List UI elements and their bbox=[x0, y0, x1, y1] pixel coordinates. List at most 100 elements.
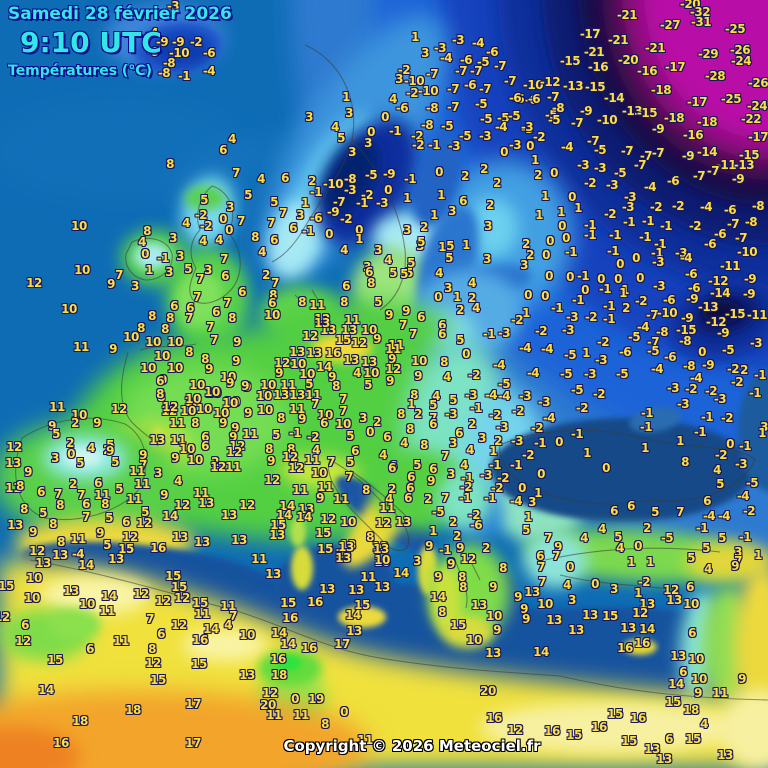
temp-label: 5 bbox=[407, 257, 415, 269]
temp-label: 2 bbox=[461, 170, 469, 182]
temp-label: 8 bbox=[332, 380, 340, 392]
temp-label: 7 bbox=[193, 291, 201, 303]
temp-label: 11 bbox=[266, 709, 282, 721]
temp-label: -2 bbox=[585, 311, 598, 323]
temp-label: 11 bbox=[280, 379, 296, 391]
temp-label: 13 bbox=[666, 594, 682, 606]
temp-label: 3 bbox=[364, 137, 372, 149]
temp-label: 15 bbox=[354, 599, 370, 611]
temp-label: 3 bbox=[568, 594, 576, 606]
temp-label: -20 bbox=[680, 0, 701, 10]
temp-label: -12 bbox=[706, 316, 727, 328]
temp-label: 10 bbox=[299, 368, 315, 380]
temp-label: 8 bbox=[56, 499, 64, 511]
temp-label: 3 bbox=[520, 259, 528, 271]
temp-label: 4 bbox=[174, 475, 182, 487]
temp-label: 15 bbox=[118, 543, 134, 555]
temp-label: 3 bbox=[448, 205, 456, 217]
temp-label: -1 bbox=[609, 229, 622, 241]
temp-label: 9 bbox=[694, 687, 702, 699]
temp-label: -2 bbox=[743, 505, 756, 517]
temp-label: 13 bbox=[340, 539, 356, 551]
temp-label: -3 bbox=[496, 421, 509, 433]
temp-label: 0 bbox=[558, 220, 566, 232]
temp-label: 3 bbox=[363, 261, 371, 273]
temp-label: 4 bbox=[353, 367, 361, 379]
temp-label: 2 bbox=[522, 238, 530, 250]
temp-label: -8 bbox=[552, 102, 565, 114]
temp-label: -9 bbox=[327, 206, 340, 218]
temp-label: 10 bbox=[260, 379, 276, 391]
temp-label: 6 bbox=[429, 463, 437, 475]
temp-label: 19 bbox=[308, 693, 324, 705]
temp-label: 5 bbox=[105, 512, 113, 524]
temp-label: 3 bbox=[760, 421, 768, 433]
temp-label: 8 bbox=[57, 536, 65, 548]
temp-label: 5 bbox=[389, 267, 397, 279]
temp-label: 11 bbox=[113, 635, 129, 647]
temp-label: -8 bbox=[745, 216, 758, 228]
temp-label: 13 bbox=[298, 503, 314, 515]
temp-label: 8 bbox=[438, 606, 446, 618]
temp-label: 14 bbox=[279, 500, 295, 512]
temp-label: 6 bbox=[21, 619, 29, 631]
temp-label: 4 bbox=[580, 532, 588, 544]
temp-label: 1 bbox=[582, 347, 590, 359]
temp-label: -22 bbox=[741, 113, 762, 125]
temp-label: 8 bbox=[397, 408, 405, 420]
temp-label: 0 bbox=[634, 540, 642, 552]
temp-label: 14 bbox=[345, 609, 361, 621]
temp-label: -3 bbox=[465, 389, 478, 401]
temp-label: -8 bbox=[656, 326, 669, 338]
temp-label: 6 bbox=[438, 319, 446, 331]
temp-label: 11 bbox=[126, 493, 142, 505]
temp-label: -6 bbox=[486, 46, 499, 58]
temp-label: 2 bbox=[534, 169, 542, 181]
temp-label: 13 bbox=[335, 552, 351, 564]
temp-label: 9 bbox=[425, 540, 433, 552]
temp-label: 5 bbox=[364, 379, 372, 391]
temp-label: 8 bbox=[251, 231, 259, 243]
iceland-zone bbox=[105, 4, 225, 75]
temp-label: 8 bbox=[287, 443, 295, 455]
temp-label: 0 bbox=[597, 273, 605, 285]
temp-label: 16 bbox=[270, 653, 286, 665]
temp-label: 15 bbox=[665, 696, 681, 708]
temp-label: 9 bbox=[226, 377, 234, 389]
temp-label: -6 bbox=[685, 268, 698, 280]
temp-label: 6 bbox=[455, 427, 463, 439]
temp-label: -2 bbox=[731, 376, 744, 388]
temp-label: 8 bbox=[499, 562, 507, 574]
temp-label: 13 bbox=[231, 534, 247, 546]
temp-label: 1 bbox=[462, 239, 470, 251]
temp-label: 11 bbox=[304, 454, 320, 466]
temp-label: -5 bbox=[746, 477, 759, 489]
date-label: Samedi 28 février 2026 bbox=[8, 4, 232, 24]
temp-label: 0 bbox=[291, 693, 299, 705]
temp-label: 11 bbox=[712, 687, 728, 699]
temp-label: 1 bbox=[531, 154, 539, 166]
temp-label: 6 bbox=[703, 495, 711, 507]
temp-label: 8 bbox=[420, 439, 428, 451]
temp-label: -1 bbox=[178, 70, 191, 82]
temp-label: 3 bbox=[421, 47, 429, 59]
temp-label: 8 bbox=[137, 322, 145, 334]
temp-label: -2 bbox=[593, 388, 606, 400]
temp-label: -2 bbox=[685, 383, 698, 395]
temp-label: -1 bbox=[754, 369, 767, 381]
temp-label: 13 bbox=[335, 548, 351, 560]
temp-label: 10 bbox=[79, 598, 95, 610]
temp-label: 6 bbox=[219, 144, 227, 156]
temp-label: -2 bbox=[340, 213, 353, 225]
temp-label: 13 bbox=[374, 581, 390, 593]
temp-label: 6 bbox=[82, 498, 90, 510]
temp-label: 9 bbox=[244, 407, 252, 419]
temp-label: 7 bbox=[345, 471, 353, 483]
temp-label: 7 bbox=[206, 321, 214, 333]
temp-label: -1 bbox=[639, 231, 652, 243]
temp-label: -7 bbox=[640, 150, 653, 162]
temp-label: -21 bbox=[645, 42, 666, 54]
temp-label: 15 bbox=[566, 729, 582, 741]
temp-label: 5 bbox=[346, 430, 354, 442]
temp-label: 5 bbox=[456, 334, 464, 346]
